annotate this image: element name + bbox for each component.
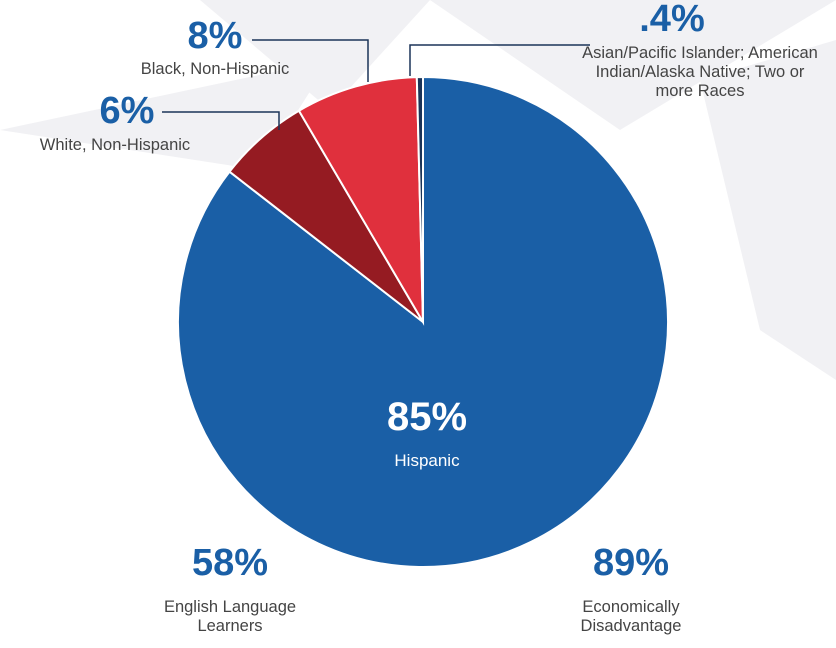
leader-lines <box>162 39 590 130</box>
slice-label: Hispanic <box>394 451 460 470</box>
stat-value: 58% <box>191 542 269 584</box>
pie-slice <box>297 76 425 326</box>
pie-slice <box>415 75 424 323</box>
stat-label: Economically Disadvantage <box>580 598 682 635</box>
background-shapes <box>0 0 836 380</box>
pie <box>177 75 669 568</box>
stat-label: English Language Learners <box>163 598 297 635</box>
leader-line <box>162 111 280 130</box>
slice-label: White, Non-Hispanic <box>39 136 191 154</box>
slice-label: Asian/Pacific Islander; American Indian/… <box>582 44 818 100</box>
value-label: 6% <box>99 90 155 132</box>
value-label: .4% <box>639 0 705 40</box>
stat-value: 89% <box>592 542 670 584</box>
slice-label: Black, Non-Hispanic <box>140 60 290 78</box>
leader-line <box>409 44 590 76</box>
value-label: 85% <box>386 395 468 439</box>
value-label: 8% <box>187 15 243 57</box>
leader-line <box>252 39 369 82</box>
